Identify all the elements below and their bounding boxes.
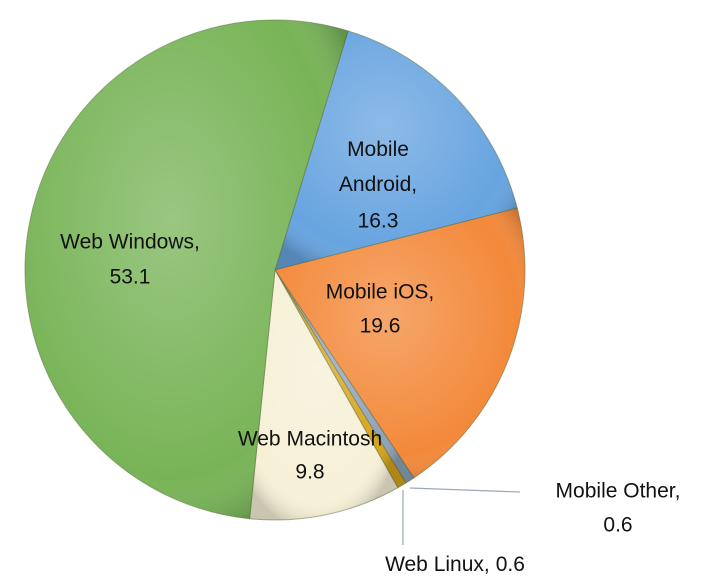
leader-line [409,487,521,493]
category-label: Web Linux, [385,553,490,576]
category-label-line: Mobile [347,138,409,161]
category-label: Web Macintosh [238,428,382,451]
value-label: 19.6 [360,315,401,338]
category-label: Mobile iOS, [326,281,435,304]
category-label: Mobile Other, [556,480,681,503]
category-label: Web Windows, [60,231,200,254]
value-label: 0.6 [603,514,632,537]
data-label: Web Linux, 0.6 [385,553,525,576]
category-label-line: Android, [339,173,417,196]
value-label: 9.8 [295,461,324,484]
value-label: 53.1 [110,266,151,289]
value-label: 0.6 [496,553,525,576]
category-label: Mobile Android, [339,138,417,196]
value-label: 16.3 [358,210,399,233]
